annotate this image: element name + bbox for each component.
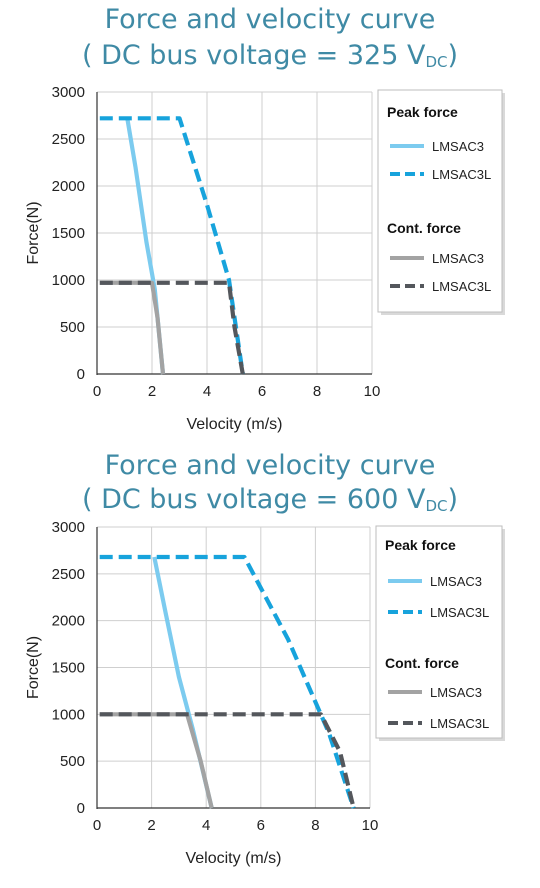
x-tick-label: 2 [148,383,156,400]
x-tick-label: 0 [93,817,101,834]
y-axis-label: Force(N) [25,636,42,699]
legend-group-header: Cont. force [387,220,461,236]
legend-item-label: LMSAC3L [432,167,491,182]
x-tick-label: 4 [202,817,210,834]
y-tick-label: 500 [60,753,85,770]
y-tick-label: 3000 [52,84,85,101]
legend-item-label: LMSAC3L [432,279,491,294]
x-axis-label: Velocity (m/s) [185,850,281,867]
legend-item-label: LMSAC3 [430,574,482,589]
series-line [99,712,356,809]
chart-title-line-2: ( DC bus voltage = 325 VDC) [0,40,540,71]
y-tick-label: 2000 [52,613,85,630]
chart-title-line-1: Force and velocity curve [104,450,436,481]
legend-item-label: LMSAC3 [430,685,482,700]
y-tick-label: 0 [77,800,85,817]
legend-box [375,525,503,739]
y-axis-label: Force(N) [25,201,42,264]
y-tick-label: 1500 [52,660,85,677]
x-tick-label: 2 [147,817,155,834]
chart-svg: 0 2 4 6 8 10 0 500 1000 1500 2000 2500 3000 Velocity … [25,84,505,433]
x-tick-label: 0 [93,383,101,400]
title-prefix: ( DC bus voltage = 600 V [81,484,426,515]
series-line [99,116,245,375]
y-tick-label: 1000 [52,706,85,723]
title-subscript: DC [425,53,448,71]
x-tick-label: 4 [203,383,211,400]
y-tick-label: 2500 [52,131,85,148]
chart-title-line-1: Force and velocity curve [104,4,436,35]
y-tick-label: 3000 [52,519,85,536]
chart-panel-600v: Force and velocity curve ( DC bus voltag… [0,444,540,888]
legend-item-label: LMSAC3 [432,251,484,266]
x-tick-label: 10 [362,817,379,834]
y-tick-label: 1500 [52,225,85,242]
legend-group-header: Peak force [385,537,456,553]
x-axis-label: Velocity (m/s) [186,416,282,433]
x-tick-label: 8 [311,817,319,834]
legend-box [377,89,503,313]
x-tick-label: 6 [258,383,266,400]
y-tick-label: 500 [60,319,85,336]
series-line [99,280,166,375]
legend-group-header: Cont. force [385,655,459,671]
y-tick-label: 2500 [52,566,85,583]
series-line [99,554,356,809]
chart-title-line-2: ( DC bus voltage = 600 VDC) [0,484,540,515]
legend-item-label: LMSAC3L [430,716,489,731]
x-tick-label: 6 [257,817,265,834]
y-tick-label: 2000 [52,178,85,195]
title-suffix: ) [447,484,459,515]
title-suffix: ) [447,40,459,71]
title-prefix: ( DC bus voltage = 325 V [81,40,426,71]
y-tick-label: 1000 [52,272,85,289]
title-subscript: DC [425,497,448,515]
legend-item-label: LMSAC3 [432,139,484,154]
legend-item-label: LMSAC3L [430,605,489,620]
chart-svg: 0 2 4 6 8 10 0 500 1000 1500 2000 2500 3000 Velocity … [25,519,505,867]
chart-panel-325v: Force and velocity curve ( DC bus voltag… [0,0,540,440]
y-tick-label: 0 [77,366,85,383]
series-line [99,280,245,375]
x-tick-label: 8 [313,383,321,400]
legend-group-header: Peak force [387,104,458,120]
x-tick-label: 10 [364,383,381,400]
